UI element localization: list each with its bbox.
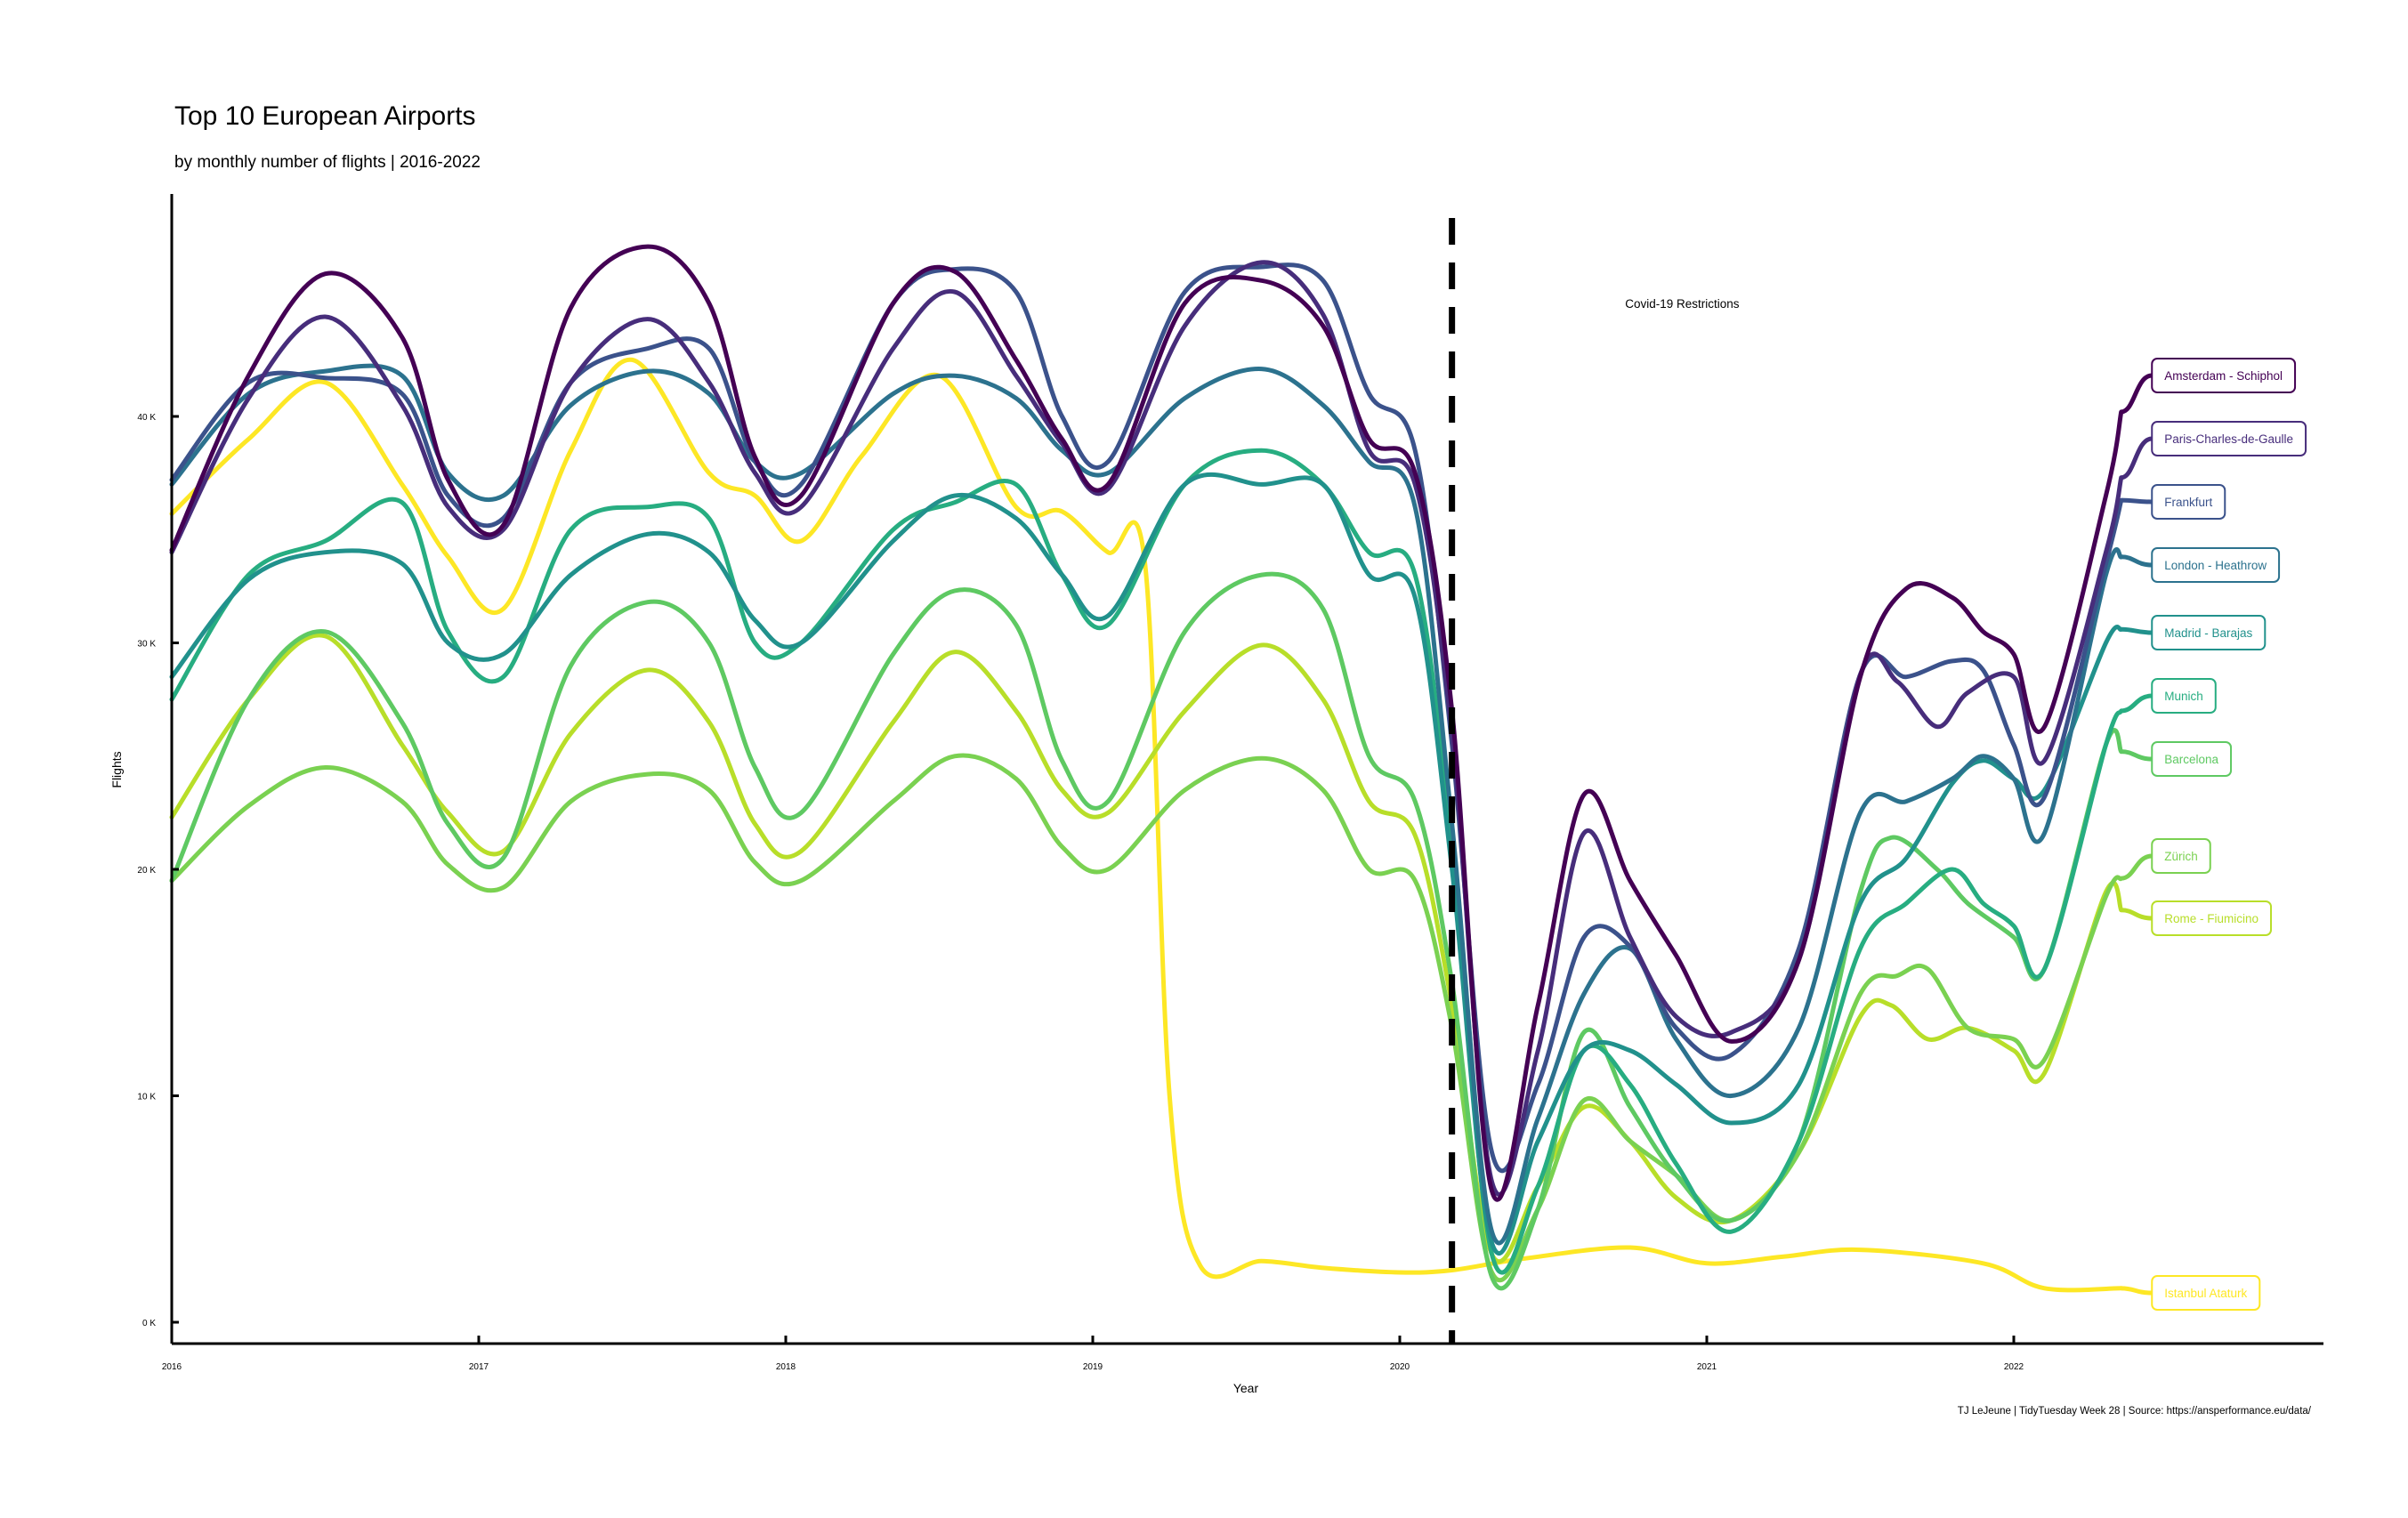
y-tick-label: 0 K: [142, 1319, 156, 1328]
label-connector: [2121, 497, 2153, 505]
y-tick-label: 40 K: [137, 413, 156, 423]
series-label-box: [2151, 1275, 2261, 1311]
chart-caption: TJ LeJeune | TidyTuesday Week 28 | Sourc…: [1957, 1406, 2311, 1417]
series-line-barcelona: [169, 571, 2124, 1291]
x-tick-label: 2017: [469, 1362, 489, 1372]
y-tick-label: 10 K: [137, 1093, 156, 1102]
chart-title: Top 10 European Airports: [174, 101, 476, 131]
x-tick-label: 2022: [2004, 1362, 2024, 1372]
y-tick-label: 20 K: [137, 866, 156, 876]
label-connector: [2121, 373, 2153, 415]
series-label-rome-fiumicino: Rome - Fiumicino: [2164, 912, 2259, 925]
series-line-madrid-barajas: [169, 472, 2124, 1256]
series-line-amsterdam-schiphol: [169, 244, 2124, 1202]
x-tick-label: 2019: [1083, 1362, 1103, 1372]
label-connector: [2121, 693, 2153, 714]
series-label-london-heathrow: London - Heathrow: [2164, 559, 2267, 572]
series-label-zurich: Zürich: [2164, 850, 2198, 863]
x-axis-title: Year: [1233, 1381, 1259, 1395]
series-line-london-heathrow: [169, 363, 2124, 1246]
series-label-box: [2151, 484, 2226, 520]
series-label-munich: Munich: [2164, 690, 2203, 703]
series-label-box: [2151, 358, 2297, 393]
series-lines: [169, 244, 2124, 1293]
label-connector: [2121, 749, 2153, 762]
series-label-box: [2151, 678, 2217, 714]
series-line-paris-charles-de-gaulle: [169, 260, 2124, 1197]
y-tick-label: 30 K: [137, 640, 156, 650]
series-label-box: [2151, 900, 2273, 936]
series-label-box: [2151, 421, 2307, 456]
label-connector: [2121, 853, 2153, 881]
x-tick-label: 2018: [776, 1362, 796, 1372]
chart-subtitle: by monthly number of flights | 2016-2022: [174, 153, 481, 172]
series-label-istanbul-ataturk: Istanbul Ataturk: [2164, 1287, 2247, 1300]
covid-annotation: Covid-19 Restrictions: [1625, 297, 1740, 311]
y-axis-title: Flights: [109, 751, 124, 787]
series-line-munich: [169, 448, 2124, 1275]
label-connector: [2121, 554, 2153, 568]
x-tick-label: 2020: [1390, 1362, 1410, 1372]
series-label-barcelona: Barcelona: [2164, 753, 2218, 766]
series-label-box: [2151, 838, 2211, 874]
axes: 0 K 10 K 20 K 30 K 40 K 2016 2017 2018 2019 2020 2…: [109, 194, 2323, 1395]
x-tick-label: 2021: [1697, 1362, 1717, 1372]
series-label-box: [2151, 547, 2281, 583]
series-labels: Amsterdam - Schiphol Paris-Charles-de-Gau…: [2121, 358, 2307, 1311]
series-label-amsterdam-schiphol: Amsterdam - Schiphol: [2164, 369, 2283, 383]
series-label-frankfurt: Frankfurt: [2164, 496, 2212, 509]
series-line-istanbul-ataturk: [169, 357, 2124, 1293]
label-connector: [2121, 436, 2153, 480]
series-label-box: [2151, 741, 2233, 777]
label-connector: [2121, 626, 2153, 635]
series-label-box: [2151, 615, 2267, 650]
label-connector: [2121, 908, 2153, 921]
series-label-paris-charles-de-gaulle: Paris-Charles-de-Gaulle: [2164, 432, 2293, 446]
series-line-zurich: [169, 753, 2124, 1283]
series-label-madrid-barajas: Madrid - Barajas: [2164, 626, 2252, 640]
series-line-rome-fiumicino: [169, 633, 2124, 1264]
label-connector: [2121, 1286, 2153, 1296]
x-tick-label: 2016: [162, 1362, 182, 1372]
